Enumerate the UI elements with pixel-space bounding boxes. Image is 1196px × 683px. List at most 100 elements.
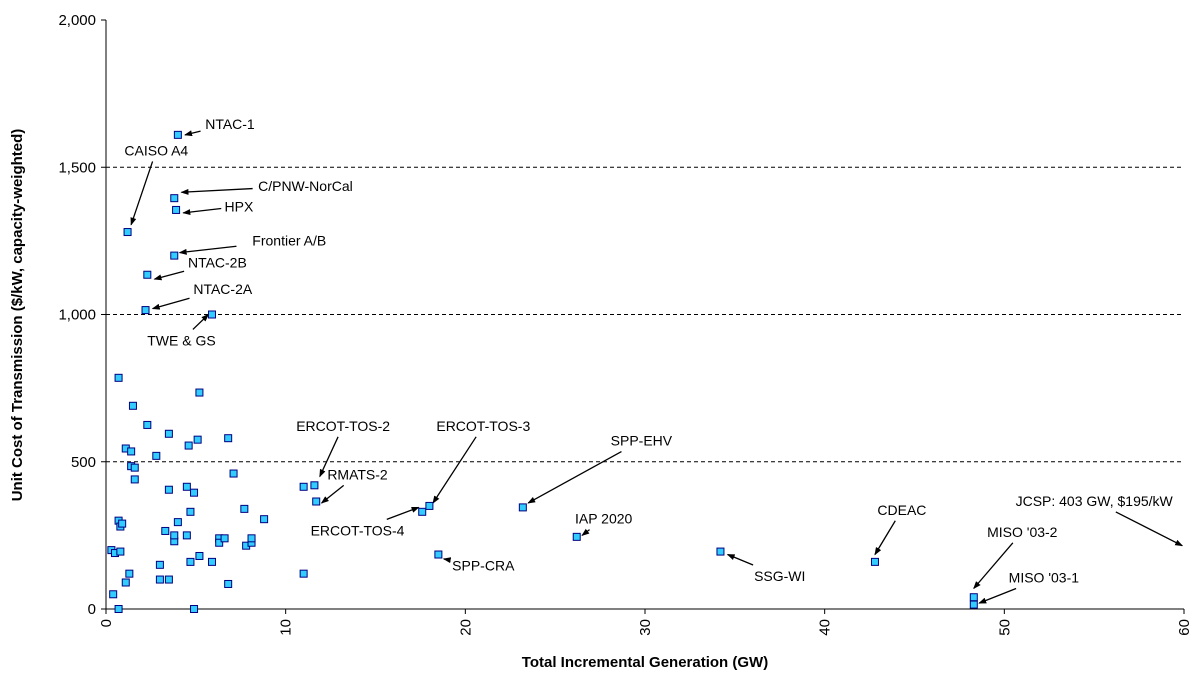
data-point: [161, 526, 170, 535]
data-point: [114, 373, 123, 382]
data-point: [299, 482, 308, 491]
annotation-label: JCSP: 403 GW, $195/kW: [1016, 493, 1174, 509]
data-point: [229, 469, 238, 478]
annotation-label: IAP 2020: [575, 511, 633, 527]
data-point: [312, 497, 321, 506]
data-point: [247, 534, 256, 543]
data-point: [130, 463, 139, 472]
data-point: [130, 475, 139, 484]
data-point: [125, 569, 134, 578]
data-point: [224, 579, 233, 588]
data-point: [164, 429, 173, 438]
annotation-arrow: [726, 553, 754, 566]
annotation-label: NTAC-1: [205, 116, 255, 132]
data-point: [208, 557, 217, 566]
data-point: [118, 519, 127, 528]
y-axis-title: Unit Cost of Transmission ($/kW, capacit…: [9, 129, 26, 502]
data-point: [969, 593, 978, 602]
annotation-label: CDEAC: [877, 502, 926, 518]
annotation-arrow: [874, 520, 896, 556]
annotation-label: MISO '03-1: [1009, 569, 1080, 585]
annotation-arrow: [182, 207, 222, 216]
annotation-arrow: [1115, 511, 1184, 547]
data-point: [172, 205, 181, 214]
data-point: [116, 547, 125, 556]
data-point: [123, 228, 132, 237]
x-tick-label: 50: [996, 619, 1013, 636]
annotation-label: NTAC-2B: [188, 254, 247, 270]
annotation-label: NTAC-2A: [193, 281, 253, 297]
annotation-label: ERCOT-TOS-2: [296, 418, 390, 434]
data-point: [969, 600, 978, 609]
annotation-arrow: [180, 187, 253, 195]
data-point: [170, 531, 179, 540]
data-point: [518, 503, 527, 512]
data-points: [107, 130, 978, 613]
data-point: [224, 434, 233, 443]
annotation-arrow: [386, 506, 420, 520]
data-point: [182, 531, 191, 540]
data-point: [170, 251, 179, 260]
annotation-label: Frontier A/B: [252, 232, 326, 248]
data-point: [109, 590, 118, 599]
data-point: [164, 575, 173, 584]
data-point: [193, 435, 202, 444]
x-tick-label: 40: [817, 619, 834, 636]
data-point: [215, 538, 224, 547]
annotation-arrow: [320, 484, 345, 504]
data-point: [155, 560, 164, 569]
data-point: [299, 569, 308, 578]
data-point: [425, 501, 434, 510]
annotation-label: SSG-WI: [754, 568, 805, 584]
data-point: [186, 557, 195, 566]
data-point: [208, 310, 217, 319]
x-tick-label: 60: [1176, 619, 1193, 636]
data-point: [127, 447, 136, 456]
gridlines: [106, 166, 1184, 463]
annotation-label: TWE & GS: [147, 332, 215, 348]
data-point: [184, 441, 193, 450]
annotation-arrow: [153, 270, 185, 281]
data-point: [173, 518, 182, 527]
data-point: [152, 451, 161, 460]
data-point: [114, 605, 123, 613]
data-point: [190, 488, 199, 497]
axes: [101, 19, 1185, 614]
y-tick-label: 500: [71, 454, 96, 471]
data-point: [143, 420, 152, 429]
data-point: [190, 605, 199, 613]
annotation-label: ERCOT-TOS-4: [311, 522, 405, 538]
data-point: [155, 575, 164, 584]
annotation-label: C/PNW-NorCal: [258, 178, 353, 194]
data-point: [220, 534, 229, 543]
annotation-label: SPP-CRA: [452, 558, 515, 574]
y-tick-labels: 0 500 1,000 1,500 2,000: [58, 12, 96, 618]
data-point: [182, 482, 191, 491]
annotation-arrow: [178, 245, 237, 255]
annotation-arrow: [130, 161, 154, 226]
annotation-label: MISO '03-2: [987, 524, 1058, 540]
annotation-arrow: [978, 587, 1017, 604]
annotation-arrow: [192, 313, 210, 330]
data-point: [572, 532, 581, 541]
data-point: [143, 270, 152, 279]
data-point: [195, 388, 204, 397]
x-tick-label: 10: [278, 619, 295, 636]
data-point: [240, 504, 249, 513]
data-point: [121, 578, 130, 587]
data-point: [164, 485, 173, 494]
annotation-arrow: [442, 557, 452, 564]
x-tick-label: 0: [98, 619, 115, 627]
data-point: [260, 515, 269, 524]
data-point: [128, 401, 137, 410]
y-tick-label: 1,500: [58, 159, 96, 176]
data-point: [716, 547, 725, 556]
data-point: [186, 507, 195, 516]
y-tick-label: 0: [88, 601, 96, 618]
annotation-arrow: [527, 450, 622, 504]
x-tick-labels: 0 10 20 30 40 50 60: [98, 619, 1193, 636]
x-tick-label: 20: [457, 619, 474, 636]
annotation-arrow: [319, 436, 339, 478]
